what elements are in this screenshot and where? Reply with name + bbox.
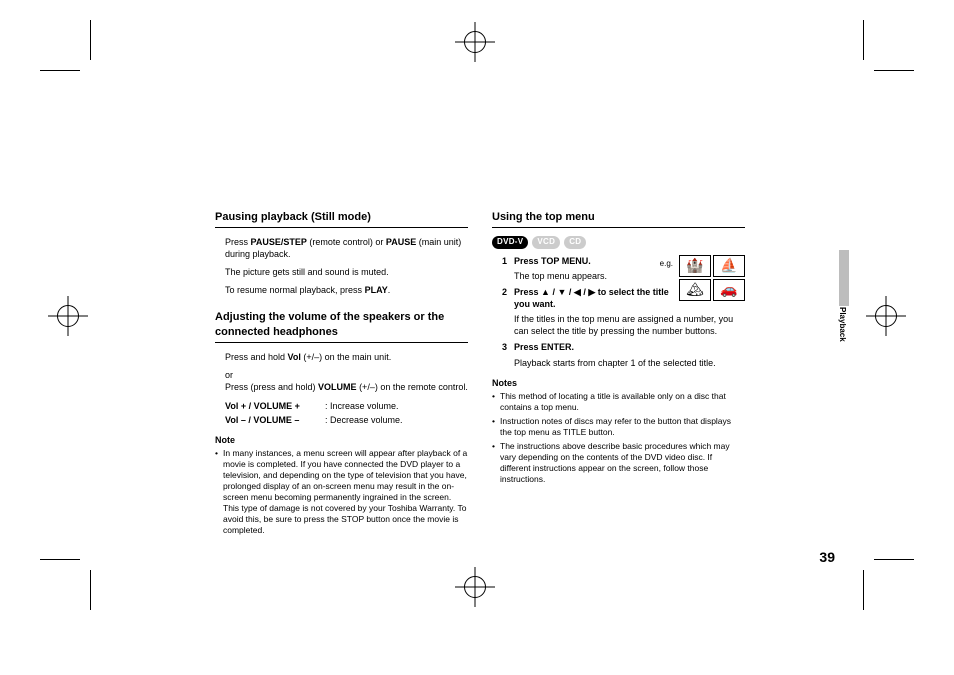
thumb-icon: 🏰 (679, 255, 711, 277)
up-icon: ▲ (541, 287, 550, 297)
step-2-desc: If the titles in the top menu are assign… (502, 313, 745, 337)
reg-mark (866, 296, 906, 336)
pausing-heading: Pausing playback (Still mode) (215, 210, 468, 228)
vol-def-1: Vol + / VOLUME + : Increase volume. (225, 400, 468, 412)
thumb-icon: ⛵ (713, 255, 745, 277)
side-tab-label: Playback (838, 307, 847, 342)
reg-mark (48, 296, 88, 336)
note-list: In many instances, a menu screen will ap… (215, 448, 468, 536)
note-item: The instructions above describe basic pr… (492, 441, 745, 485)
step-1: 1 Press TOP MENU. The top menu appears. (502, 255, 671, 282)
page-number: 39 (819, 549, 835, 565)
tag-cd: CD (564, 236, 586, 249)
pausing-p2: The picture gets still and sound is mute… (225, 266, 468, 278)
note-head: Note (215, 434, 468, 446)
note-item: This method of locating a title is avail… (492, 391, 745, 413)
pausing-p3: To resume normal playback, press PLAY. (225, 284, 468, 296)
left-icon: ◀ (574, 287, 581, 297)
thumb-grid: 🏰 ⛵ 🏔 🚗 (679, 255, 745, 301)
topmenu-heading: Using the top menu (492, 210, 745, 228)
vol-def-2: Vol – / VOLUME – : Decrease volume. (225, 414, 468, 426)
media-tags: DVD-V VCD CD (492, 236, 745, 249)
reg-mark (455, 22, 495, 62)
pausing-p1: Press PAUSE/STEP (remote control) or PAU… (225, 236, 468, 260)
left-column: Pausing playback (Still mode) Press PAUS… (215, 210, 468, 539)
note-item: Instruction notes of discs may refer to … (492, 416, 745, 438)
step-3: 3 Press ENTER. Playback starts from chap… (502, 341, 745, 368)
volume-p2: or (225, 369, 468, 381)
tag-dvdv: DVD-V (492, 236, 528, 249)
right-column: Using the top menu DVD-V VCD CD e.g. 🏰 ⛵… (492, 210, 745, 539)
notes-head: Notes (492, 377, 745, 389)
step-2: 2 Press ▲ / ▼ / ◀ / ▶ to select the titl… (502, 286, 671, 310)
thumb-icon: 🚗 (713, 279, 745, 301)
notes-list: This method of locating a title is avail… (492, 391, 745, 485)
volume-p1: Press and hold Vol (+/–) on the main uni… (225, 351, 468, 363)
eg-label: e.g. (660, 259, 673, 270)
side-tab (839, 250, 849, 306)
reg-mark (455, 567, 495, 607)
tag-vcd: VCD (532, 236, 560, 249)
volume-heading: Adjusting the volume of the speakers or … (215, 310, 468, 343)
note-item: In many instances, a menu screen will ap… (215, 448, 468, 536)
thumb-icon: 🏔 (679, 279, 711, 301)
volume-p3: Press (press and hold) VOLUME (+/–) on t… (225, 381, 468, 393)
